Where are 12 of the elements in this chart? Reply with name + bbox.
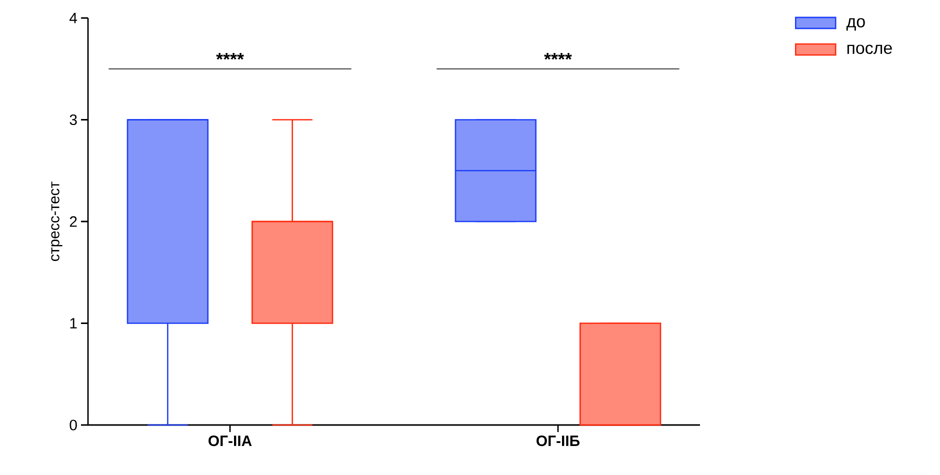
annotation: ****	[544, 53, 572, 60]
legend-label: после	[847, 44, 892, 54]
y-tick-label: 1	[70, 318, 77, 328]
y-tick-label: 4	[70, 12, 78, 24]
x-tick-label: ОГ-IIА	[208, 436, 252, 446]
annotation: ****	[216, 53, 244, 60]
y-tick-label: 2	[70, 216, 77, 227]
y-axis-title: стресс-тест	[51, 182, 62, 261]
legend-label: до	[846, 18, 865, 31]
y-tick-label: 0	[70, 420, 77, 430]
x-tick-label: ОГ-IIБ	[536, 436, 580, 446]
y-tick-label: 3	[70, 114, 77, 126]
